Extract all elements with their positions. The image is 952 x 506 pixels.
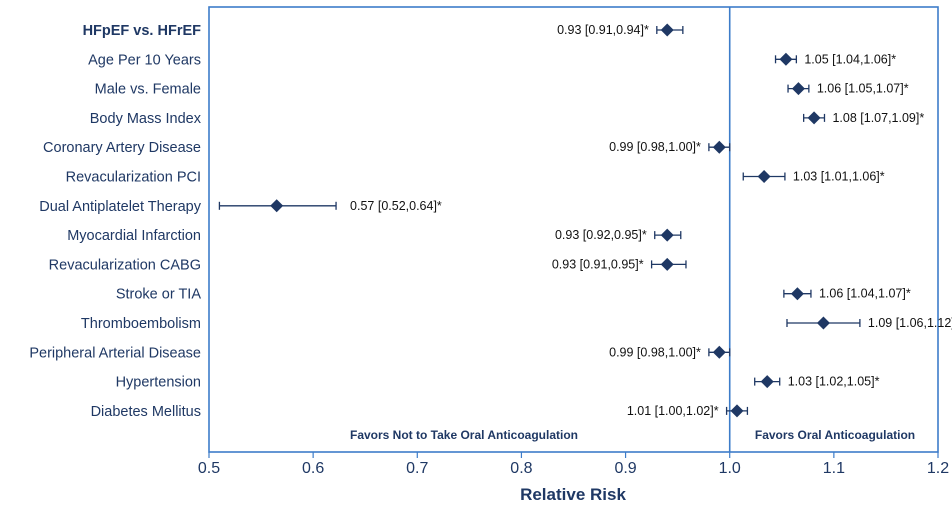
x-tick-label-7: 1.2	[927, 460, 949, 477]
estimate-marker-4	[712, 140, 726, 154]
estimate-text-9: 1.06 [1.04,1.07]*	[819, 287, 911, 301]
row-label-10: Thromboembolism	[81, 316, 201, 332]
x-tick-label-0: 0.5	[198, 460, 220, 477]
estimate-marker-3	[807, 111, 821, 125]
estimate-marker-12	[760, 375, 774, 389]
x-tick-label-6: 1.1	[823, 460, 845, 477]
estimate-text-3: 1.08 [1.07,1.09]*	[832, 111, 924, 125]
row-label-3: Body Mass Index	[90, 111, 202, 127]
plot-border	[208, 6, 939, 453]
estimate-marker-5	[757, 170, 771, 183]
x-axis-ticks: 0.5 0.6 0.7 0.8 0.9 1.0 1.1 1.2	[198, 452, 949, 477]
plot-rows: HFpEF vs. HFrEF 0.93 [0.91,0.94]* Age Per …	[29, 23, 952, 420]
row-label-8: Revacularization CABG	[49, 257, 201, 273]
row-label-12: Hypertension	[116, 375, 201, 391]
estimate-marker-10	[816, 316, 830, 330]
favors-right-label: Favors Oral Anticoagulation	[755, 428, 915, 442]
estimate-marker-2	[791, 82, 805, 96]
estimate-text-0: 0.93 [0.91,0.94]*	[557, 23, 649, 37]
estimate-text-12: 1.03 [1.02,1.05]*	[788, 375, 880, 389]
estimate-marker-11	[712, 345, 726, 359]
estimate-marker-13	[730, 404, 744, 418]
x-tick-label-1: 0.6	[302, 460, 324, 477]
x-tick-label-2: 0.7	[406, 460, 428, 477]
estimate-marker-7	[660, 228, 674, 242]
row-label-1: Age Per 10 Years	[88, 52, 201, 68]
favors-left-label: Favors Not to Take Oral Anticoagulation	[350, 428, 578, 442]
estimate-marker-0	[660, 23, 674, 37]
estimate-text-4: 0.99 [0.98,1.00]*	[609, 140, 701, 154]
estimate-text-5: 1.03 [1.01,1.06]*	[793, 170, 885, 184]
estimate-text-11: 0.99 [0.98,1.00]*	[609, 345, 701, 359]
row-label-7: Myocardial Infarction	[67, 228, 201, 244]
row-label-6: Dual Antiplatelet Therapy	[39, 199, 202, 215]
row-label-2: Male vs. Female	[95, 82, 201, 98]
x-tick-label-5: 1.0	[719, 460, 741, 477]
plot-frame	[208, 6, 939, 453]
estimate-text-6: 0.57 [0.52,0.64]*	[350, 199, 442, 213]
row-label-13: Diabetes Mellitus	[91, 404, 201, 420]
estimate-marker-6	[270, 199, 284, 213]
row-label-11: Peripheral Arterial Disease	[29, 345, 201, 361]
row-label-4: Coronary Artery Disease	[43, 140, 201, 156]
estimate-text-7: 0.93 [0.92,0.95]*	[555, 228, 647, 242]
estimate-text-10: 1.09 [1.06,1.12]*	[868, 316, 952, 330]
estimate-text-8: 0.93 [0.91,0.95]*	[552, 257, 644, 271]
estimate-text-2: 1.06 [1.05,1.07]*	[817, 82, 909, 96]
estimate-marker-9	[790, 287, 804, 301]
row-label-5: Revacularization PCI	[66, 170, 201, 186]
estimate-marker-8	[660, 257, 674, 271]
estimate-marker-1	[779, 52, 793, 66]
x-tick-label-3: 0.8	[510, 460, 532, 477]
row-label-0: HFpEF vs. HFrEF	[83, 23, 202, 39]
x-tick-label-4: 0.9	[614, 460, 636, 477]
x-axis-title: Relative Risk	[520, 485, 626, 504]
row-label-9: Stroke or TIA	[116, 287, 201, 303]
estimate-text-1: 1.05 [1.04,1.06]*	[804, 52, 896, 66]
estimate-text-13: 1.01 [1.00,1.02]*	[627, 404, 719, 418]
